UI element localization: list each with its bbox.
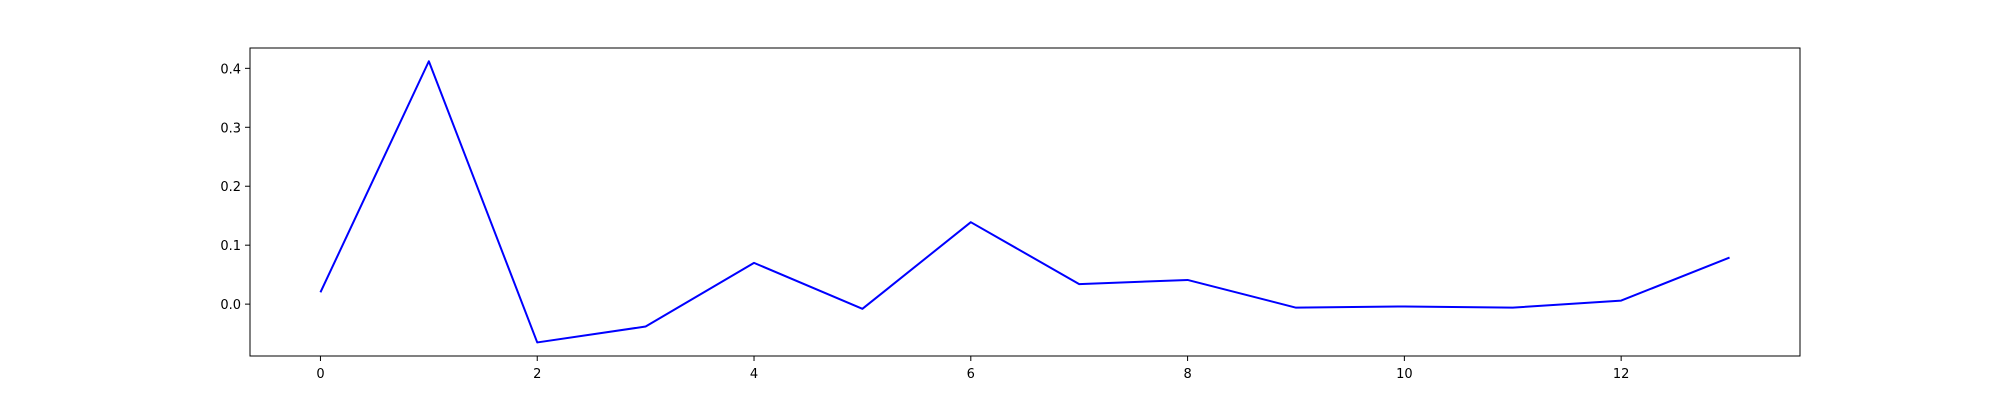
x-tick-label: 8 xyxy=(1183,367,1191,382)
x-tick-label: 0 xyxy=(316,367,324,382)
x-axis: 0 2 4 6 8 10 12 xyxy=(316,356,1629,382)
x-tick-label: 2 xyxy=(533,367,541,382)
x-tick-label: 6 xyxy=(967,367,975,382)
y-tick-label: 0.3 xyxy=(220,121,241,136)
y-tick-label: 0.2 xyxy=(220,180,241,195)
x-tick-label: 4 xyxy=(750,367,758,382)
y-tick-label: 0.0 xyxy=(220,298,241,313)
y-tick-label: 0.4 xyxy=(220,62,241,77)
y-tick-label: 0.1 xyxy=(220,239,241,254)
series-layer xyxy=(319,60,1730,344)
x-tick-label: 10 xyxy=(1396,367,1413,382)
x-tick-label: 12 xyxy=(1613,367,1630,382)
plot-frame xyxy=(249,47,1801,357)
y-axis: 0.0 0.1 0.2 0.3 0.4 xyxy=(220,62,250,313)
series-line-0 xyxy=(319,60,1730,344)
